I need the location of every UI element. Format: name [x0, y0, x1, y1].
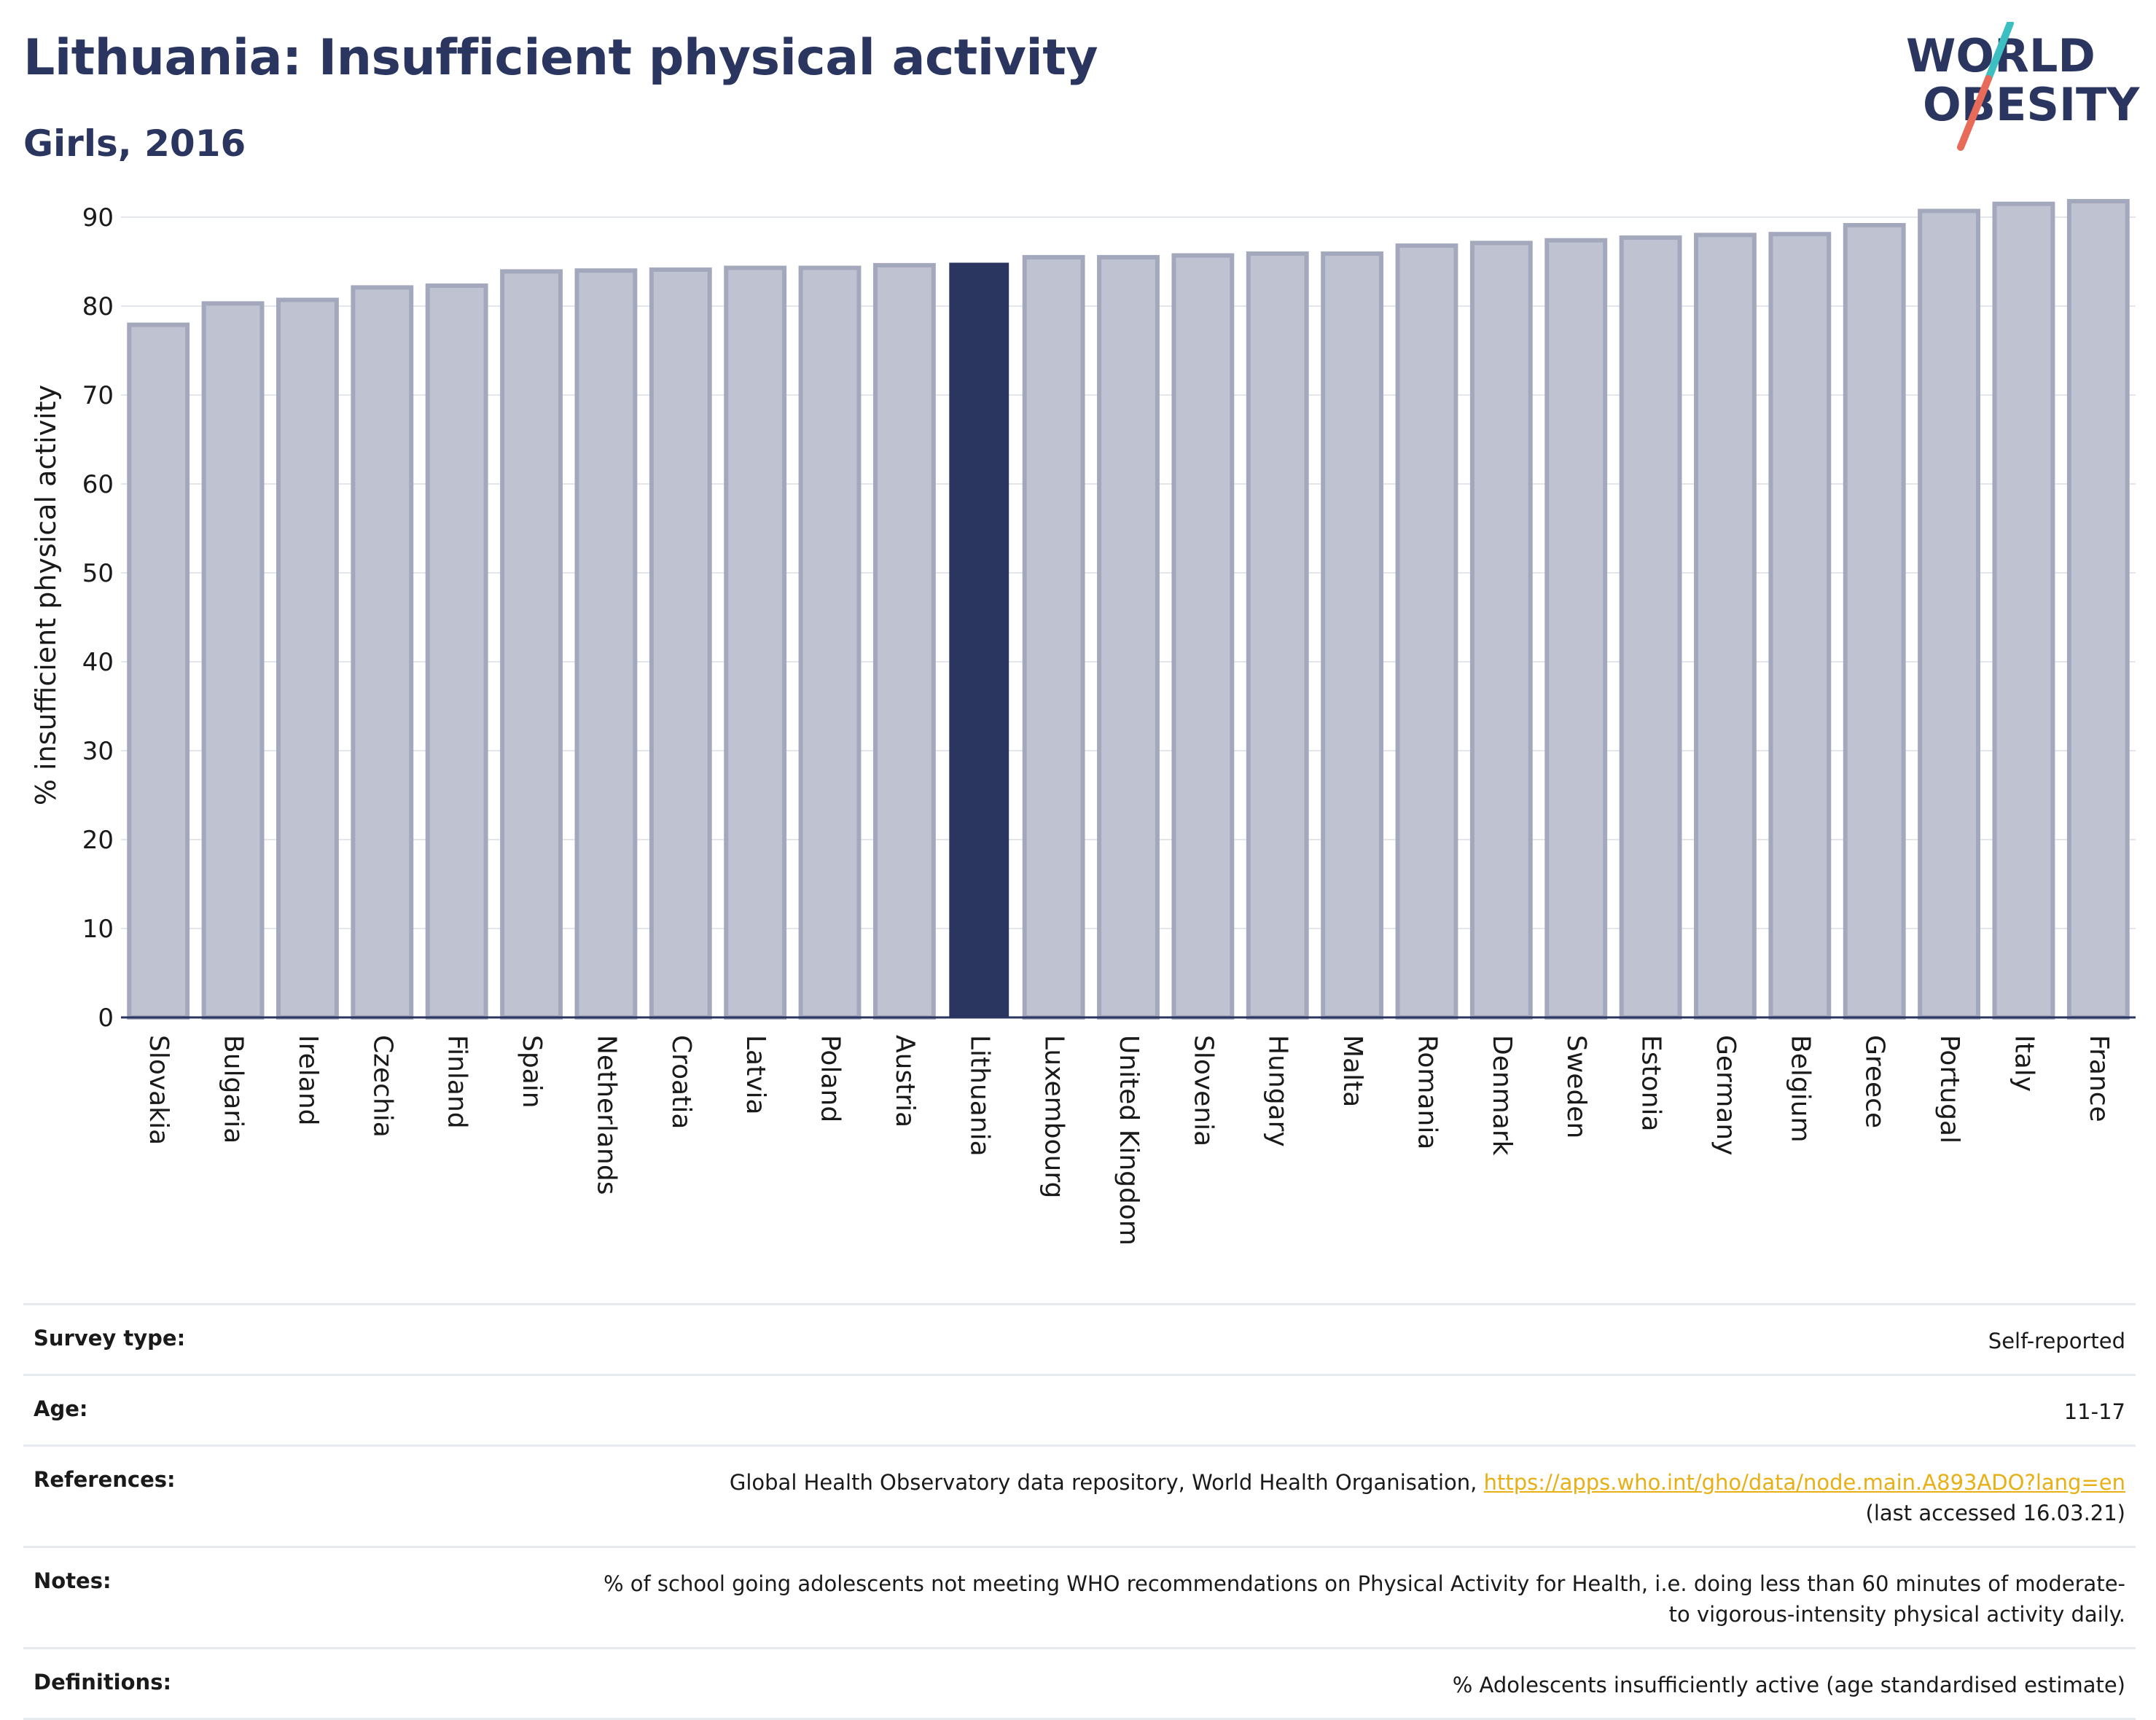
x-tick-label: Denmark: [1487, 1035, 1517, 1156]
chart-subtitle: Girls, 2016: [23, 122, 246, 165]
bar-italy: [1992, 201, 2055, 1020]
x-tick-label: Romania: [1412, 1035, 1442, 1149]
x-tick-label: Germany: [1711, 1035, 1741, 1155]
bar-finland: [425, 283, 488, 1020]
x-tick-label: Greece: [1860, 1035, 1890, 1128]
info-label: References:: [34, 1467, 176, 1492]
x-tick-label: Bulgaria: [219, 1035, 249, 1144]
x-tick-label: Italy: [2009, 1035, 2039, 1092]
info-value: % Adolescents insufficiently active (age…: [1452, 1673, 2125, 1697]
x-tick-label: Poland: [816, 1035, 845, 1122]
bar-portugal: [1918, 208, 1980, 1020]
x-tick-label: Belgium: [1785, 1035, 1815, 1143]
info-value: % of school going adolescents not meetin…: [603, 1571, 2125, 1627]
y-tick-label: 50: [82, 559, 114, 588]
x-tick-label: Slovenia: [1188, 1035, 1218, 1146]
x-tick-label: France: [2084, 1035, 2114, 1122]
bar-czechia: [351, 285, 414, 1020]
y-axis-label: % insufficient physical activity: [30, 385, 62, 805]
x-tick-label: Lithuania: [964, 1035, 994, 1157]
bar-germany: [1694, 232, 1757, 1020]
bar-luxembourg: [1022, 254, 1085, 1020]
x-tick-label: Spain: [517, 1035, 547, 1109]
bar-austria: [872, 262, 936, 1020]
y-tick-label: 80: [82, 292, 114, 321]
bar-romania: [1395, 243, 1458, 1020]
x-tick-label: Malta: [1337, 1035, 1367, 1107]
bar-chart: 0 10 20 30 40 50 60 70 80 90 % insufficient physic…: [30, 199, 2136, 1246]
x-tick-label: Croatia: [666, 1035, 696, 1129]
y-tick-label: 30: [82, 737, 114, 766]
x-tick-label: Czechia: [367, 1035, 397, 1138]
bar-sweden: [1544, 238, 1608, 1020]
bar-spain: [500, 269, 563, 1020]
x-tick-label: Ireland: [293, 1035, 323, 1126]
info-table: Survey type: Self-reported Age: 11-17 Re…: [23, 1303, 2136, 1720]
references-text: Global Health Observatory data repositor…: [729, 1470, 1477, 1495]
references-accessed: (last accessed 16.03.21): [1865, 1501, 2125, 1525]
bar-united-kingdom: [1097, 254, 1160, 1020]
bar-latvia: [724, 265, 787, 1020]
info-value: Self-reported: [1988, 1329, 2125, 1353]
y-tick-label: 40: [82, 648, 114, 677]
y-tick-label: 90: [82, 203, 114, 232]
info-row-age: Age: 11-17: [23, 1374, 2136, 1445]
info-row-definitions: Definitions: % Adolescents insufficientl…: [23, 1647, 2136, 1720]
bar-malta: [1321, 251, 1384, 1020]
logo-text-obesity: OBESITY: [1923, 78, 2140, 131]
bar-croatia: [649, 267, 712, 1020]
bar-belgium: [1768, 232, 1832, 1020]
bar-slovakia: [127, 322, 190, 1020]
bar-greece: [1843, 222, 1906, 1020]
info-label: Definitions:: [34, 1670, 172, 1694]
logo-slash-coral: [1957, 75, 1992, 151]
x-tick-label: Sweden: [1561, 1035, 1591, 1138]
x-tick-label: Latvia: [741, 1035, 770, 1115]
info-label: Notes:: [34, 1568, 112, 1593]
x-tick-label: Estonia: [1636, 1035, 1666, 1132]
x-tick-label: Slovakia: [144, 1035, 173, 1145]
logo-slash-teal: [1985, 22, 2014, 82]
bar-netherlands: [574, 268, 638, 1020]
info-row-notes: Notes: % of school going adolescents not…: [23, 1546, 2136, 1647]
x-tick-label: Luxembourg: [1039, 1035, 1069, 1198]
chart-title: Lithuania: Insufficient physical activit…: [23, 29, 1098, 87]
x-tick-label: Portugal: [1934, 1035, 1964, 1144]
x-tick-label: Finland: [442, 1035, 472, 1129]
y-tick-label: 0: [98, 1004, 114, 1033]
world-obesity-logo: WORLD OBESITY: [1906, 22, 2140, 151]
bar-bulgaria: [201, 301, 265, 1020]
x-tick-label: United Kingdom: [1114, 1035, 1144, 1246]
info-row-survey-type: Survey type: Self-reported: [23, 1303, 2136, 1374]
x-tick-label: Hungary: [1263, 1035, 1293, 1147]
info-value-references: Global Health Observatory data repositor…: [730, 1467, 2125, 1528]
x-tick-label: Austria: [890, 1035, 920, 1127]
info-row-references: References: Global Health Observatory da…: [23, 1445, 2136, 1546]
bar-poland: [798, 265, 862, 1020]
y-tick-label: 60: [82, 470, 114, 499]
y-tick-label: 10: [82, 915, 114, 944]
bar-france: [2066, 199, 2130, 1020]
bar-hungary: [1246, 251, 1309, 1020]
y-tick-label: 70: [82, 381, 114, 410]
bar-ireland: [276, 297, 339, 1020]
bar-slovenia: [1171, 253, 1235, 1020]
info-label: Survey type:: [34, 1326, 186, 1350]
bar-estonia: [1619, 235, 1682, 1020]
info-label: Age:: [34, 1396, 88, 1421]
bar-lithuania: [949, 262, 1009, 1019]
x-tick-label: Netherlands: [591, 1035, 621, 1195]
references-link[interactable]: https://apps.who.int/gho/data/node.main.…: [1483, 1470, 2125, 1495]
y-tick-label: 20: [82, 826, 114, 855]
info-value: 11-17: [2063, 1399, 2125, 1424]
bar-denmark: [1469, 241, 1533, 1020]
